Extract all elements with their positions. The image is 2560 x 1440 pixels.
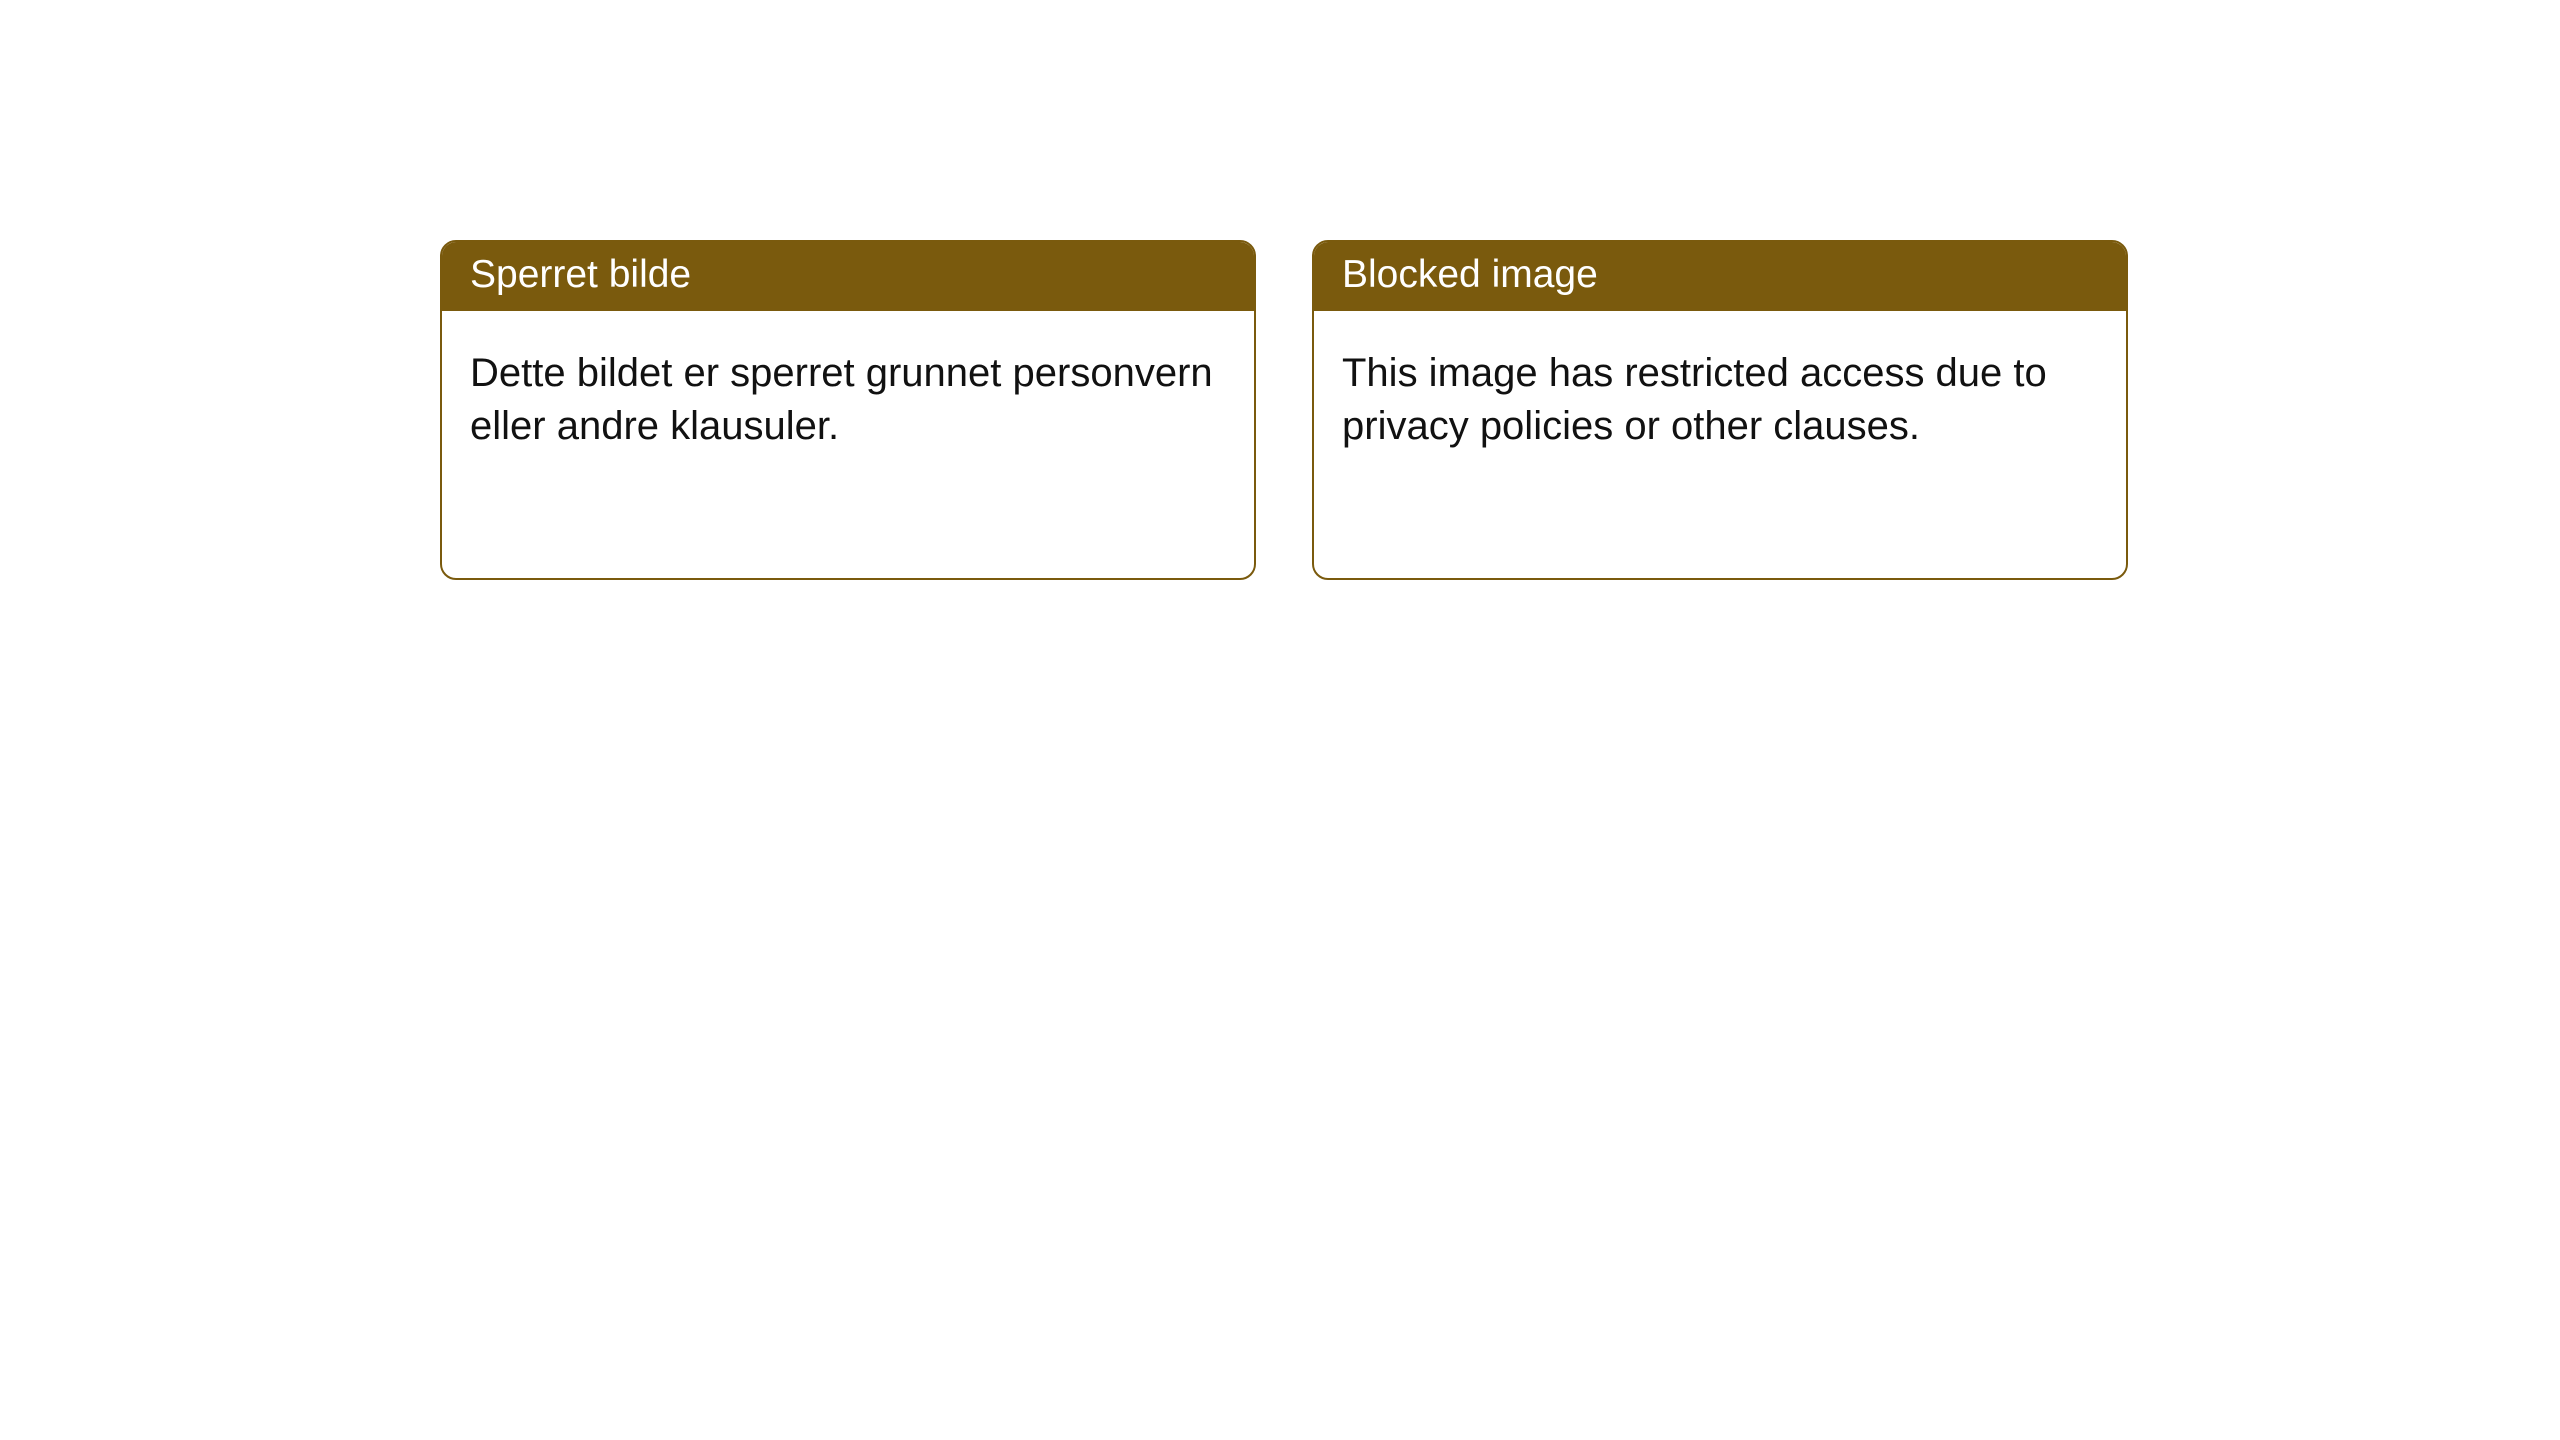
- notice-card-body: This image has restricted access due to …: [1314, 311, 2126, 481]
- notice-cards-container: Sperret bilde Dette bildet er sperret gr…: [440, 240, 2128, 580]
- notice-card-norwegian: Sperret bilde Dette bildet er sperret gr…: [440, 240, 1256, 580]
- notice-card-title: Blocked image: [1314, 242, 2126, 311]
- notice-card-english: Blocked image This image has restricted …: [1312, 240, 2128, 580]
- notice-card-body: Dette bildet er sperret grunnet personve…: [442, 311, 1254, 481]
- notice-card-title: Sperret bilde: [442, 242, 1254, 311]
